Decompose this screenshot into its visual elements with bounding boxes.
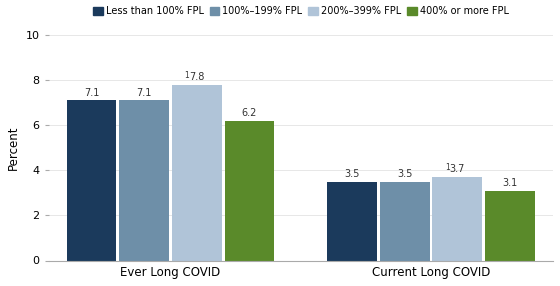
Bar — [380, 182, 430, 261]
Text: 6.2: 6.2 — [242, 108, 257, 118]
Text: 3.7: 3.7 — [450, 164, 465, 174]
Text: 1: 1 — [184, 71, 189, 80]
Bar — [432, 177, 482, 261]
Bar — [172, 85, 222, 261]
Legend: Less than 100% FPL, 100%–199% FPL, 200%–399% FPL, 400% or more FPL: Less than 100% FPL, 100%–199% FPL, 200%–… — [93, 6, 508, 16]
Text: 1: 1 — [445, 163, 450, 172]
Bar — [119, 100, 169, 261]
Bar — [327, 182, 377, 261]
Text: 3.1: 3.1 — [502, 178, 517, 188]
Text: 3.5: 3.5 — [344, 169, 360, 179]
Bar — [225, 121, 274, 261]
Text: 3.5: 3.5 — [397, 169, 412, 179]
Text: 7.1: 7.1 — [137, 88, 152, 98]
Text: 7.8: 7.8 — [189, 72, 204, 82]
Bar — [485, 191, 535, 261]
Bar — [67, 100, 116, 261]
Y-axis label: Percent: Percent — [7, 126, 20, 170]
Text: 7.1: 7.1 — [84, 88, 99, 98]
